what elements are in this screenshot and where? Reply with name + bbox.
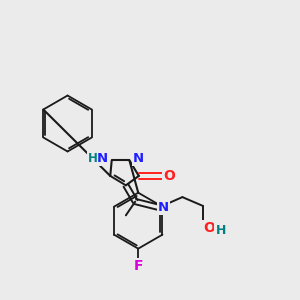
Text: N: N [133,152,144,165]
Text: O: O [203,221,215,235]
Text: N: N [158,201,169,214]
Text: F: F [134,259,143,273]
Text: H: H [88,152,98,165]
Text: N: N [97,152,108,165]
Text: H: H [215,224,226,238]
Text: O: O [163,169,175,183]
